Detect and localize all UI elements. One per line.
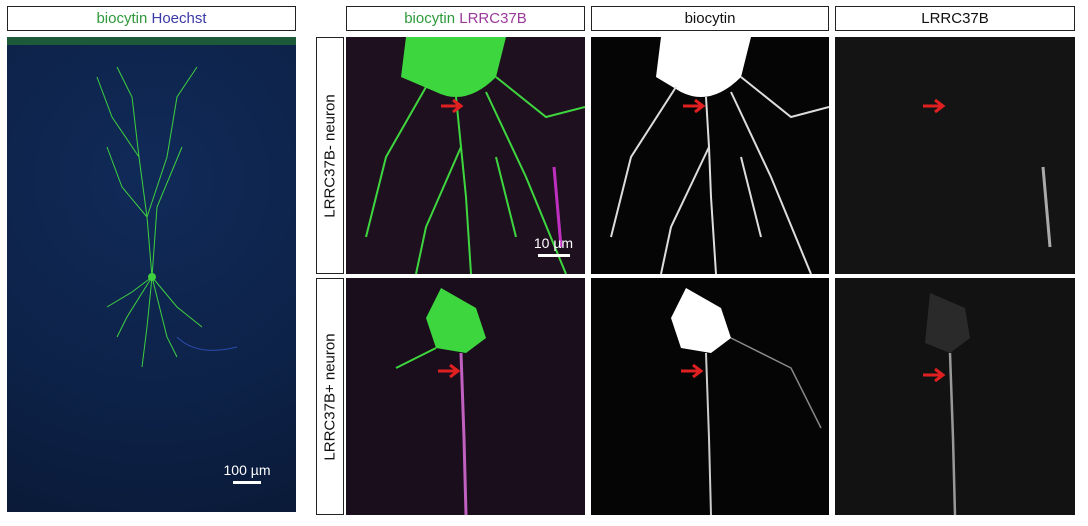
inset-scale-bar: 10 µm — [526, 235, 581, 257]
col1-header: biocytin LRRC37B — [346, 6, 585, 31]
overview-scale-bar: 100 µm — [217, 462, 277, 484]
arrow-icon — [438, 364, 464, 378]
arrow-icon — [683, 99, 709, 113]
arrow-icon — [923, 99, 949, 113]
header-hoechst: Hoechst — [151, 10, 207, 27]
merge-image-positive — [346, 278, 585, 515]
header-biocytin: biocytin — [404, 10, 456, 27]
row-label-text: LRRC37B- neuron — [321, 93, 339, 218]
scale-bar-line — [537, 254, 570, 257]
header-lrrc37b: LRRC37B — [921, 10, 989, 27]
biocytin-image-negative — [591, 37, 829, 274]
header-lrrc37b: LRRC37B — [459, 10, 527, 27]
overview-image: 100 µm — [7, 37, 296, 512]
arrow-icon — [441, 99, 467, 113]
arrow-icon — [923, 368, 949, 382]
header-biocytin: biocytin — [96, 10, 148, 27]
row-label-text: LRRC37B+ neuron — [321, 332, 339, 461]
left-panel-header: biocytin Hoechst — [7, 6, 296, 31]
lrrc37b-image-positive — [835, 278, 1075, 515]
row-label-positive: LRRC37B+ neuron — [316, 278, 344, 515]
scale-bar-label: 100 µm — [223, 462, 271, 478]
row-label-negative: LRRC37B- neuron — [316, 37, 344, 274]
lrrc37b-image-negative — [835, 37, 1075, 274]
biocytin-image-positive — [591, 278, 829, 515]
scale-bar-line — [233, 481, 261, 484]
header-biocytin: biocytin — [684, 10, 736, 27]
merge-image-negative: 10 µm — [346, 37, 585, 274]
scale-bar-label: 10 µm — [533, 235, 574, 251]
arrow-icon — [681, 364, 707, 378]
col3-header: LRRC37B — [835, 6, 1075, 31]
col2-header: biocytin — [591, 6, 829, 31]
